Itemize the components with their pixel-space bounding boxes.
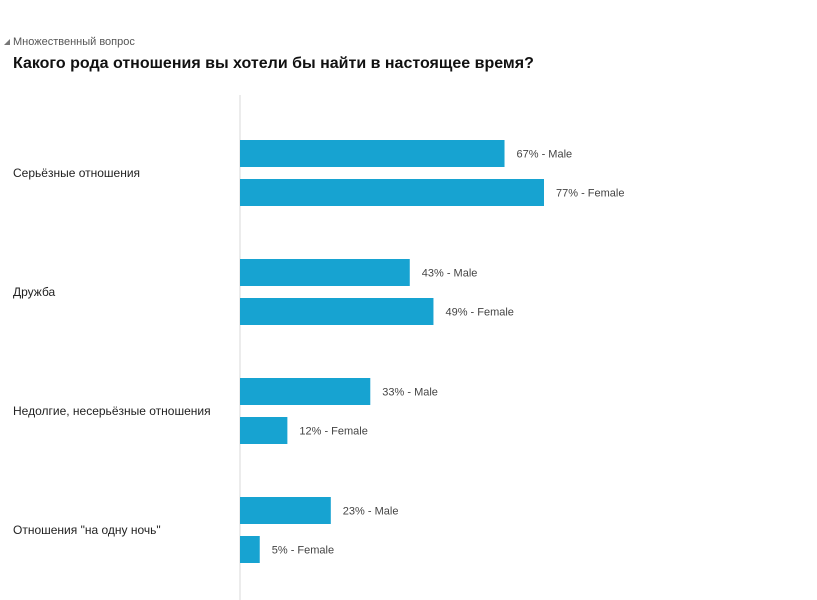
- category-label: Недолгие, несерьёзные отношения: [13, 404, 211, 418]
- bar-female: [240, 536, 260, 563]
- bar-male: [240, 497, 331, 524]
- bar-male: [240, 378, 371, 405]
- question-type-label: Множественный вопрос: [13, 36, 135, 48]
- data-label: 43% - Male: [422, 268, 478, 280]
- data-label: 33% - Male: [382, 387, 438, 399]
- bar-female: [240, 298, 434, 325]
- question-type-tag: Множественный вопрос: [4, 36, 135, 48]
- bar-male: [240, 259, 410, 286]
- category-label: Дружба: [13, 285, 56, 299]
- data-label: 5% - Female: [272, 545, 334, 557]
- data-label: 67% - Male: [517, 149, 573, 161]
- bar-female: [240, 417, 288, 444]
- corner-triangle-icon: [4, 39, 10, 45]
- data-label: 77% - Female: [556, 188, 624, 200]
- category-label: Отношения "на одну ночь": [13, 523, 161, 537]
- category-label: Серьёзные отношения: [13, 166, 140, 180]
- bar-male: [240, 140, 505, 167]
- question-title: Какого рода отношения вы хотели бы найти…: [13, 55, 534, 72]
- data-label: 49% - Female: [445, 307, 513, 319]
- data-label: 23% - Male: [343, 506, 399, 518]
- data-label: 12% - Female: [299, 426, 367, 438]
- bar-female: [240, 179, 544, 206]
